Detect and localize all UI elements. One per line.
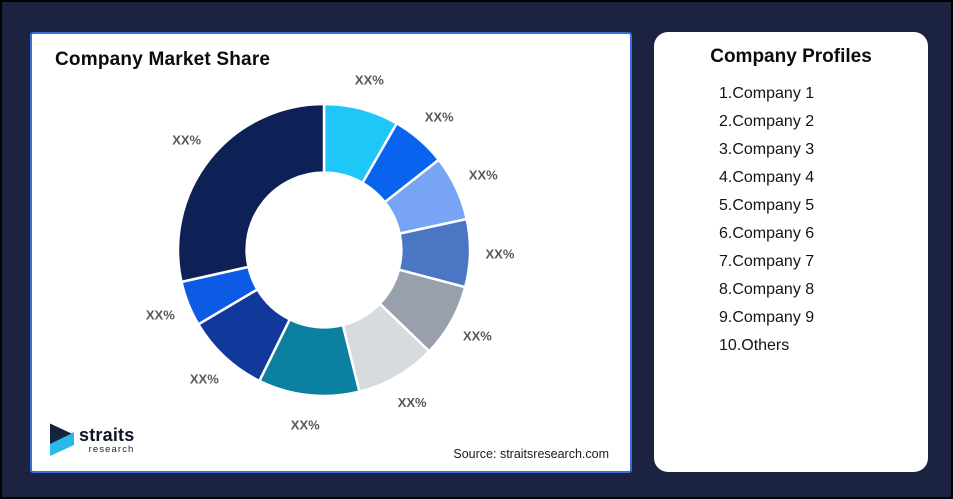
slice-label: XX% xyxy=(469,168,498,183)
company-list-item: 3.Company 3 xyxy=(719,141,815,158)
slice-label: XX% xyxy=(463,329,492,344)
logo-name: straits xyxy=(79,424,135,445)
company-profiles-card: Company Profiles 1.Company 1 2.Company 2 3… xyxy=(654,32,928,472)
slice-label: XX% xyxy=(398,395,427,410)
straits-logo: straits research xyxy=(50,423,134,457)
donut-slice xyxy=(176,102,326,284)
slice-label: XX% xyxy=(190,372,219,387)
straits-logo-text: straits research xyxy=(79,426,134,455)
donut-chart: XX% XX% XX% XX% XX% XX% XX% XX% XX% XX% xyxy=(146,72,515,432)
market-share-card: Company Market Share XX% XX% XX% XX% XX% XX% X… xyxy=(30,32,632,473)
chart-title: Company Market Share xyxy=(55,49,271,70)
company-list-item: 10.Others xyxy=(719,337,790,354)
company-list-item: 5.Company 5 xyxy=(719,197,815,214)
slice-label: XX% xyxy=(425,109,454,124)
company-list-item: 2.Company 2 xyxy=(719,113,815,130)
company-list-item: 8.Company 8 xyxy=(719,281,815,298)
slice-label: XX% xyxy=(486,246,515,261)
company-list-item: 7.Company 7 xyxy=(719,253,815,270)
company-list-item: 9.Company 9 xyxy=(719,309,815,326)
slice-label: XX% xyxy=(172,132,201,147)
company-list-item: 1.Company 1 xyxy=(719,85,815,102)
company-list-item: 4.Company 4 xyxy=(719,169,815,186)
company-list: 1.Company 1 2.Company 2 3.Company 3 4.Compa… xyxy=(654,80,928,360)
profiles-title: Company Profiles xyxy=(710,46,872,67)
slice-label: XX% xyxy=(355,72,384,87)
source-note: Source: straitsresearch.com xyxy=(453,447,609,461)
company-list-item: 6.Company 6 xyxy=(719,225,815,242)
slice-label: XX% xyxy=(146,307,175,322)
straits-logo-icon xyxy=(50,423,74,456)
logo-subtitle: research xyxy=(88,443,135,455)
slice-label: XX% xyxy=(291,417,320,432)
